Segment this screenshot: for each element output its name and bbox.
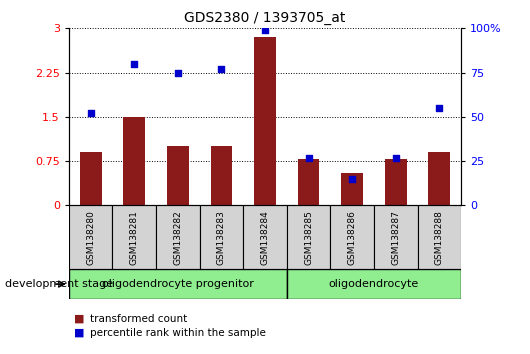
Bar	[385, 159, 407, 205]
Bar	[330, 205, 374, 269]
Bar	[167, 146, 189, 205]
Bar	[374, 205, 418, 269]
Bar	[123, 117, 145, 205]
Bar	[156, 205, 200, 269]
Text: GSM138287: GSM138287	[391, 210, 400, 265]
Bar	[200, 205, 243, 269]
Point	[174, 70, 182, 75]
Text: GSM138286: GSM138286	[348, 210, 357, 265]
Text: development stage: development stage	[5, 279, 113, 289]
Text: GSM138282: GSM138282	[173, 210, 182, 264]
Point	[392, 155, 400, 160]
Point	[217, 66, 226, 72]
Text: ■: ■	[74, 328, 85, 338]
Bar	[69, 269, 287, 299]
Text: ■: ■	[74, 314, 85, 324]
Point	[348, 176, 356, 182]
Bar	[287, 205, 330, 269]
Text: GSM138280: GSM138280	[86, 210, 95, 265]
Point	[130, 61, 138, 67]
Bar	[418, 205, 461, 269]
Bar	[341, 173, 363, 205]
Bar	[287, 269, 461, 299]
Point	[261, 27, 269, 33]
Text: oligodendrocyte: oligodendrocyte	[329, 279, 419, 289]
Point	[435, 105, 444, 111]
Text: GSM138285: GSM138285	[304, 210, 313, 265]
Bar	[80, 152, 102, 205]
Text: GSM138284: GSM138284	[261, 210, 269, 264]
Text: transformed count: transformed count	[90, 314, 187, 324]
Bar	[69, 205, 112, 269]
Title: GDS2380 / 1393705_at: GDS2380 / 1393705_at	[184, 11, 346, 24]
Text: oligodendrocyte progenitor: oligodendrocyte progenitor	[102, 279, 254, 289]
Text: GSM138281: GSM138281	[130, 210, 139, 265]
Bar	[210, 146, 232, 205]
Bar	[112, 205, 156, 269]
Text: GSM138288: GSM138288	[435, 210, 444, 265]
Bar	[243, 205, 287, 269]
Text: GSM138283: GSM138283	[217, 210, 226, 265]
Point	[86, 110, 95, 116]
Bar	[428, 152, 450, 205]
Bar	[254, 37, 276, 205]
Bar	[298, 159, 320, 205]
Point	[304, 155, 313, 160]
Text: percentile rank within the sample: percentile rank within the sample	[90, 328, 266, 338]
